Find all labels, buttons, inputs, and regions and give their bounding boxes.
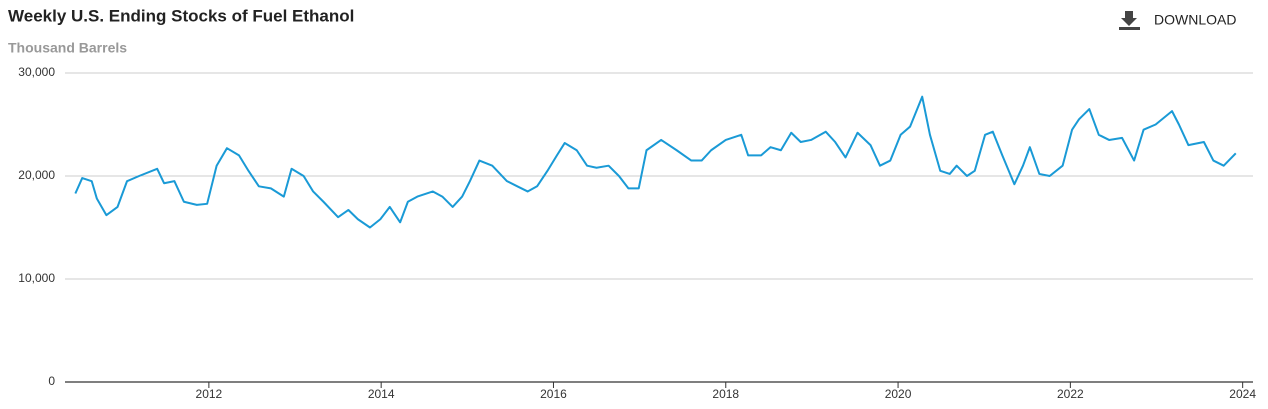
- x-tick-label: 2012: [196, 387, 223, 401]
- y-tick-label: 20,000: [18, 168, 55, 182]
- download-icon: [1121, 11, 1137, 26]
- y-tick-label: 30,000: [18, 65, 55, 79]
- download-icon-base: [1119, 27, 1140, 30]
- y-tick-label: 10,000: [18, 271, 55, 285]
- x-tick-label: 2016: [540, 387, 567, 401]
- x-tick-label: 2020: [885, 387, 912, 401]
- data-line: [74, 95, 1237, 229]
- x-tick-label: 2024: [1229, 387, 1256, 401]
- x-tick-label: 2014: [368, 387, 395, 401]
- download-label: DOWNLOAD: [1154, 12, 1236, 28]
- y-tick-label: 0: [48, 374, 55, 388]
- chart-subtitle: Thousand Barrels: [8, 40, 127, 56]
- x-tick-label: 2022: [1057, 387, 1084, 401]
- chart-title: Weekly U.S. Ending Stocks of Fuel Ethano…: [8, 6, 354, 25]
- x-tick-label: 2018: [712, 387, 739, 401]
- download-button[interactable]: DOWNLOAD: [1119, 11, 1236, 30]
